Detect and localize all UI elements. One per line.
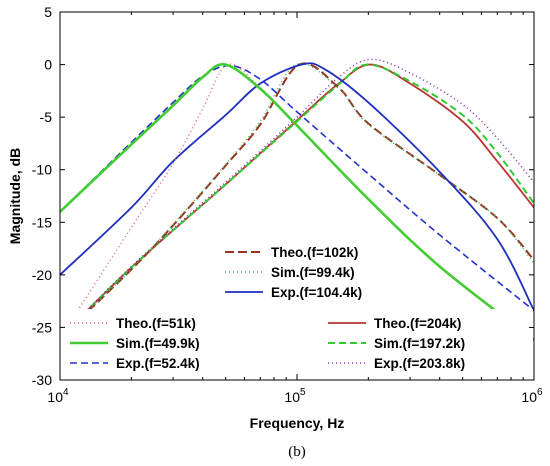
x-tick-label: 104 bbox=[47, 387, 69, 405]
legend-label: Sim.(f=49.9k) bbox=[116, 336, 200, 351]
legend-label: Theo.(f=204k) bbox=[374, 316, 461, 331]
y-tick-label: -5 bbox=[40, 109, 53, 125]
x-axis-title: Frequency, Hz bbox=[250, 415, 345, 431]
y-tick-label: -10 bbox=[32, 162, 52, 178]
y-tick-label: 0 bbox=[44, 57, 52, 73]
x-tick-label: 105 bbox=[284, 387, 306, 405]
figure-caption: (b) bbox=[288, 444, 306, 460]
legend-label: Theo.(f=51k) bbox=[116, 316, 196, 331]
legend-label: Sim.(f=197.2k) bbox=[374, 336, 465, 351]
y-tick-label: -25 bbox=[32, 319, 52, 335]
y-tick-label: 5 bbox=[44, 4, 52, 20]
y-tick-label: -20 bbox=[32, 267, 52, 283]
series-line-2 bbox=[60, 64, 534, 312]
legend-box-0 bbox=[215, 238, 390, 306]
legend-label: Exp.(f=203.8k) bbox=[374, 356, 465, 371]
y-tick-label: -15 bbox=[32, 214, 52, 230]
series-line-1 bbox=[60, 62, 534, 342]
x-tick-label: 106 bbox=[521, 387, 543, 405]
series-line-4 bbox=[60, 62, 534, 339]
legend-label: Exp.(f=104.4k) bbox=[271, 285, 362, 300]
series-layer bbox=[60, 58, 534, 342]
series-line-5 bbox=[60, 62, 534, 312]
y-axis-title: Magnitude, dB bbox=[7, 148, 23, 244]
y-tick-label: -30 bbox=[32, 372, 52, 388]
legend-label: Theo.(f=102k) bbox=[271, 245, 358, 260]
legend-label: Sim.(f=99.4k) bbox=[271, 265, 355, 280]
legend-layer: Theo.(f=102k) Sim.(f=99.4k) Exp.(f=104.4k)… bbox=[60, 238, 533, 379]
legend-label: Exp.(f=52.4k) bbox=[116, 356, 200, 371]
